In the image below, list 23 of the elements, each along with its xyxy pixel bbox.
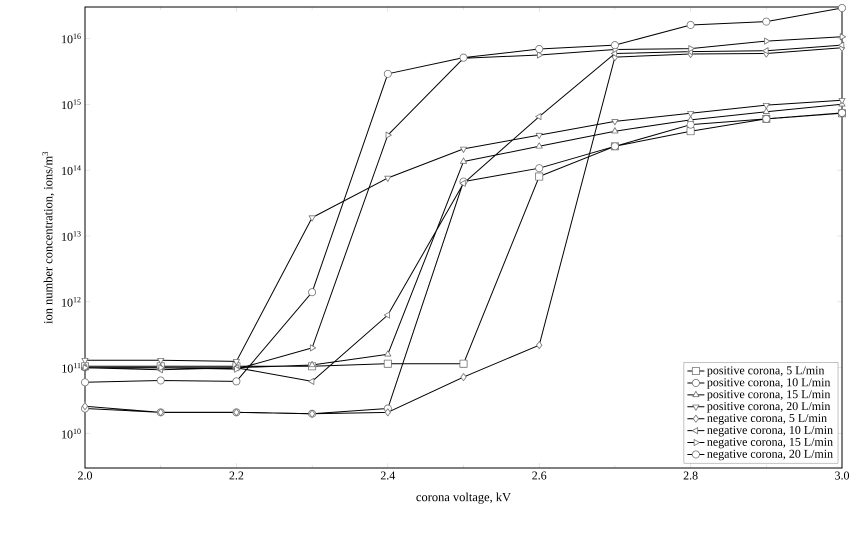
y-axis-title: ion number concentration, ions/m$^{3}$ xyxy=(42,152,54,324)
legend-label: negative corona, 10 L/min xyxy=(707,426,833,436)
x-tick-label: 3.0 xyxy=(835,472,850,480)
legend-label: negative corona, 20 L/min xyxy=(707,450,833,460)
x-tick-label: 2.6 xyxy=(532,472,546,480)
legend-label: positive corona, 5 L/min xyxy=(707,366,824,377)
y-tick-label: 10$^{13}$ xyxy=(62,231,81,241)
y-tick-label: 10$^{15}$ xyxy=(62,99,81,110)
legend-label: positive corona, 10 L/min xyxy=(707,378,830,389)
y-tick-label: 10$^{12}$ xyxy=(62,296,81,307)
legend-label: positive corona, 20 L/min xyxy=(707,402,830,413)
legend-label: positive corona, 15 L/min xyxy=(707,390,830,401)
y-tick-label: 10$^{16}$ xyxy=(62,34,81,44)
x-axis-title: corona voltage, kV xyxy=(416,492,511,504)
legend-label: negative corona, 5 L/min xyxy=(707,414,827,425)
y-tick-label: 10$^{11}$ xyxy=(62,362,80,373)
x-tick-label: 2.8 xyxy=(684,472,698,480)
x-tick-label: 2.4 xyxy=(380,472,396,480)
y-tick-label: 10$^{10}$ xyxy=(62,428,81,438)
legend-label: negative corona, 15 L/min xyxy=(707,438,833,448)
x-tick-label: 2.0 xyxy=(78,472,92,480)
x-tick-label: 2.2 xyxy=(229,472,244,480)
y-tick-label: 10$^{14}$ xyxy=(62,165,81,175)
